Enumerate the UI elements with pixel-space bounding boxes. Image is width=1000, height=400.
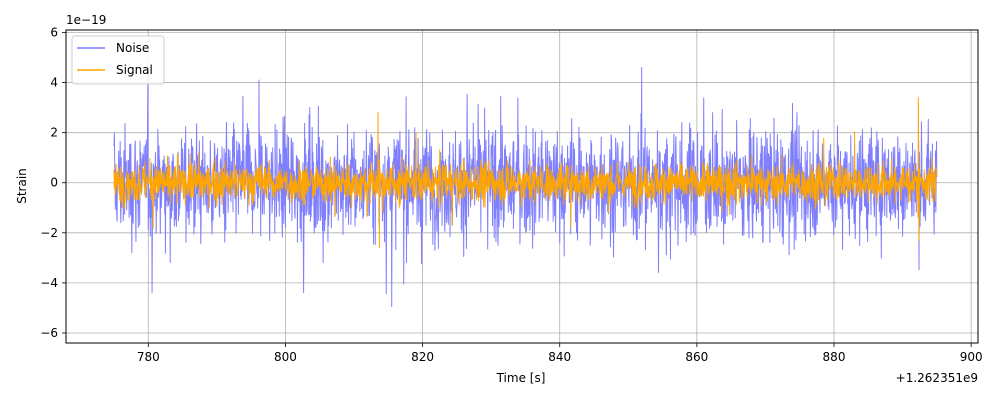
y-tick-label: −6: [40, 326, 58, 340]
x-tick-label: 840: [548, 350, 571, 364]
y-scale-label: 1e−19: [66, 13, 106, 27]
x-axis-label: Time [s]: [496, 371, 546, 385]
x-tick-label: 820: [411, 350, 434, 364]
y-tick-label: −2: [40, 226, 58, 240]
y-axis-label: Strain: [15, 168, 29, 204]
x-offset-label: +1.262351e9: [896, 371, 978, 385]
y-tick-label: 4: [50, 76, 58, 90]
x-tick-label: 800: [274, 350, 297, 364]
signal-series-line: [113, 97, 938, 249]
plot-area: [113, 67, 938, 308]
y-tick-label: 6: [50, 26, 58, 40]
x-tick-label: 900: [960, 350, 983, 364]
x-tick-label: 780: [137, 350, 160, 364]
axes-frame: [65, 29, 979, 344]
legend: Noise Signal: [71, 35, 165, 85]
x-tick-label: 880: [823, 350, 846, 364]
legend-noise-label: Noise: [116, 41, 149, 55]
legend-signal-label: Signal: [116, 63, 153, 77]
y-axis-ticks: −6 −4 −2 0 2 4 6: [40, 26, 66, 340]
y-tick-label: 0: [50, 176, 58, 190]
y-tick-label: −4: [40, 276, 58, 290]
x-tick-label: 860: [685, 350, 708, 364]
x-axis-ticks: 780 800 820 840 860 880 900: [137, 343, 983, 364]
y-tick-label: 2: [50, 126, 58, 140]
